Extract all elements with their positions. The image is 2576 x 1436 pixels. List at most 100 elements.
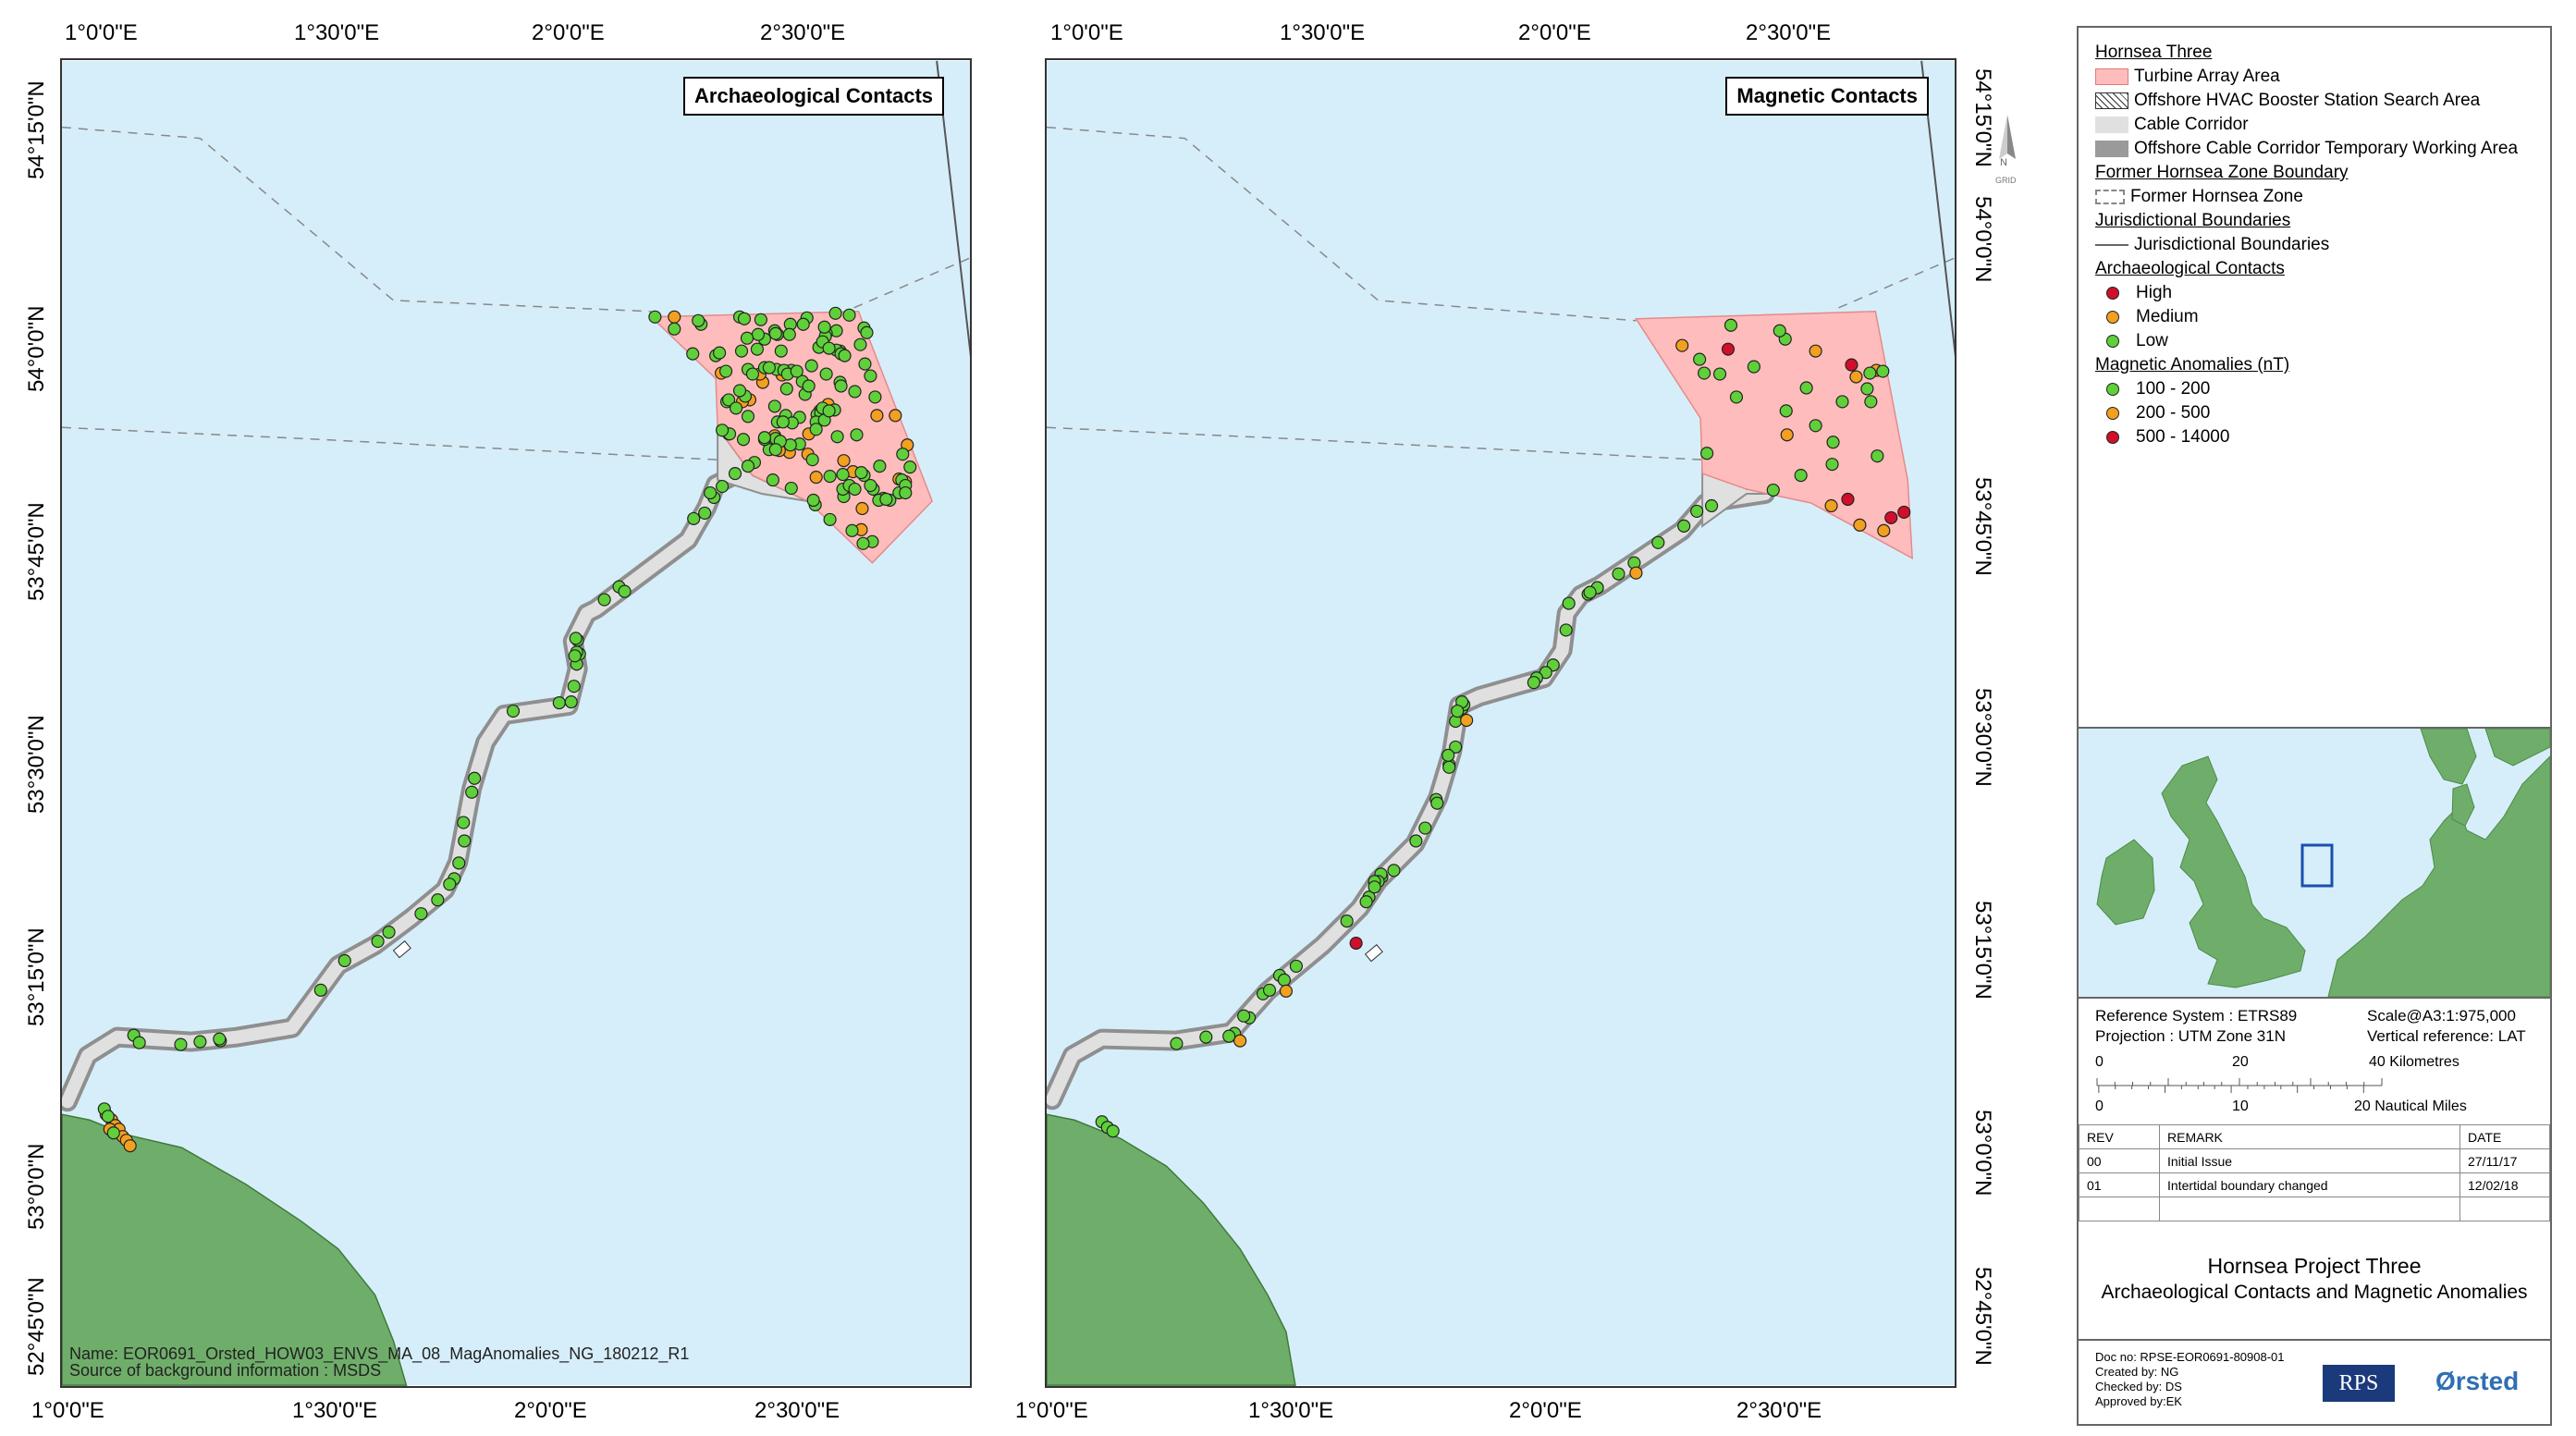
hvac-swatch	[2095, 92, 2128, 109]
low-contact-marker	[468, 771, 482, 785]
map-canvas-left	[62, 60, 970, 1386]
archaeological-contacts-map[interactable]: Archaeological Contacts Name: EOR0691_Or…	[60, 58, 972, 1388]
mag-200-500-marker	[1629, 566, 1643, 580]
lon-label: 2°30'0"E	[1736, 1398, 1822, 1423]
inset-ireland	[2096, 839, 2155, 926]
mag-100-200-marker	[1871, 449, 1884, 463]
low-contact-marker	[845, 523, 859, 537]
legend-label: Cable Corridor	[2134, 115, 2249, 134]
low-contact-marker	[174, 1037, 188, 1051]
mag-200-500-marker	[1460, 713, 1474, 728]
low-contact-marker	[856, 536, 870, 550]
mag-100-200-marker	[1826, 436, 1840, 449]
mag-100-200-marker	[1237, 1009, 1251, 1023]
low-contact-marker	[567, 680, 581, 693]
approved-by: Approved by:EK	[2095, 1394, 2182, 1408]
legend-item: Cable Corridor	[2095, 113, 2518, 137]
mag-100-200-marker	[1794, 469, 1808, 483]
mag-200-500-marker	[1233, 1034, 1247, 1048]
low-contact-marker	[729, 401, 743, 415]
low-contact-marker	[101, 1110, 115, 1123]
mag-100-200-marker	[1860, 382, 1874, 396]
sea-area	[1047, 60, 1955, 1386]
low-contact-marker	[618, 584, 632, 598]
former-zone-boundary	[1838, 257, 1955, 309]
low-contact-marker	[762, 361, 776, 374]
lat-label: 53°45'0"N	[24, 502, 49, 601]
mag-200-500-marker	[1675, 338, 1689, 352]
mag-100-200-marker	[1700, 447, 1714, 460]
lat-label: 54°15'0"N	[1970, 68, 1995, 167]
legend-item: 100 - 200	[2095, 377, 2518, 401]
mag-100-200-marker	[1864, 395, 1878, 409]
low-contact-marker	[741, 460, 755, 473]
projection-text: Projection : UTM Zone 31N	[2095, 1027, 2286, 1045]
low-contact-marker	[458, 834, 472, 848]
lon-label: 2°0'0"E	[514, 1398, 587, 1423]
high-dot-icon	[2106, 287, 2119, 300]
low-contact-marker	[506, 704, 521, 718]
lat-label: 53°45'0"N	[1970, 477, 1995, 576]
mag-100-200-marker	[1451, 704, 1465, 718]
medium-contact-marker	[837, 454, 851, 468]
lon-label: 1°30'0"E	[294, 20, 380, 45]
legend-item: Jurisdictional Boundaries	[2095, 233, 2518, 257]
mag-500-14000-marker	[1841, 492, 1855, 507]
divider	[2079, 1339, 2550, 1341]
low-contact-marker	[686, 347, 700, 361]
low-contact-marker	[873, 460, 887, 473]
low-contact-marker	[443, 878, 457, 891]
low-contact-marker	[776, 415, 790, 429]
former-zone-boundary	[1047, 426, 1703, 460]
date-cell: 27/11/17	[2459, 1148, 2550, 1173]
low-contact-marker	[879, 492, 893, 507]
low-contact-marker	[728, 467, 742, 481]
medium-contact-marker	[668, 310, 681, 324]
former-zone-boundary	[62, 426, 718, 460]
medium-contact-marker	[123, 1139, 137, 1153]
legend-item: Offshore Cable Corridor Temporary Workin…	[2095, 137, 2518, 161]
mag-100-200-marker	[1262, 983, 1277, 997]
low-contact-marker	[805, 453, 819, 467]
low-contact-marker	[896, 448, 910, 461]
mag-100-200-marker	[1693, 352, 1707, 366]
magnetic-contacts-map[interactable]: Magnetic Contacts	[1045, 58, 1957, 1388]
low-contact-marker	[830, 430, 844, 444]
low-contact-marker	[213, 1032, 227, 1046]
table-row: 00 Initial Issue 27/11/17	[2079, 1148, 2550, 1173]
mag-100-200-marker	[1289, 959, 1303, 974]
legend-item: Low	[2095, 329, 2518, 353]
low-contact-marker	[828, 306, 842, 320]
lat-label: 53°15'0"N	[24, 927, 49, 1026]
table-row	[2079, 1197, 2550, 1221]
low-contact-marker	[337, 953, 351, 968]
low-contact-marker	[848, 482, 862, 497]
low-contact-marker	[751, 327, 766, 341]
lon-label: 2°30'0"E	[754, 1398, 840, 1423]
low-contact-marker	[817, 320, 831, 334]
mag-500-14000-marker	[1897, 505, 1911, 520]
inset-gb	[2161, 755, 2306, 988]
lat-label: 54°0'0"N	[1970, 196, 1995, 283]
mag-100-200-marker	[1723, 318, 1738, 332]
zone-swatch	[2095, 190, 2125, 204]
low-contact-marker	[740, 331, 754, 345]
medium-dot-icon	[2106, 311, 2119, 324]
low-contact-marker	[716, 423, 730, 437]
table-row: 01 Intertidal boundary changed 12/02/18	[2079, 1172, 2550, 1197]
map-title-right: Magnetic Contacts	[1725, 77, 1929, 116]
low-contact-marker	[774, 344, 788, 358]
mag-100-200-marker	[1876, 364, 1890, 378]
mag-mid-dot-icon	[2106, 407, 2119, 420]
km-forty: 40 Kilometres	[2369, 1054, 2459, 1070]
legend: Hornsea Three Turbine Array Area Offshor…	[2095, 41, 2518, 449]
low-contact-marker	[802, 379, 816, 393]
low-contact-marker	[457, 816, 471, 829]
mag-100-200-marker	[1690, 504, 1704, 519]
medium-contact-marker	[809, 471, 823, 485]
mag-100-200-marker	[1835, 395, 1849, 409]
low-contact-marker	[569, 632, 583, 645]
low-contact-marker	[371, 934, 385, 949]
mag-100-200-marker	[1222, 1029, 1236, 1043]
mag-100-200-marker	[1170, 1037, 1184, 1050]
